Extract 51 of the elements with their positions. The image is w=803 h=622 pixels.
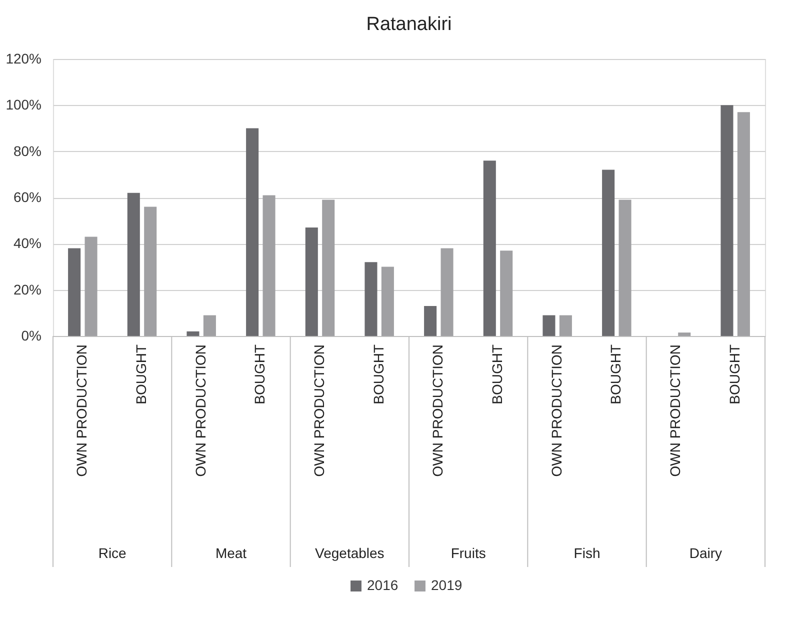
bar [678, 332, 691, 336]
y-tick-label: 60% [13, 189, 42, 205]
y-tick-label: 100% [6, 96, 42, 113]
y-tick-label: 0% [21, 328, 42, 344]
bar [364, 262, 378, 336]
x-tick-label: OWN PRODUCTION [548, 344, 564, 477]
bar [127, 192, 140, 336]
x-tick-label: BOUGHT [133, 344, 149, 404]
x-tick-label: OWN PRODUCTION [430, 344, 446, 477]
bar [500, 250, 513, 336]
text: Fish [574, 545, 600, 561]
text: Vegetables [315, 545, 384, 561]
text: Rice [98, 545, 127, 561]
y-tick-label: 120% [6, 50, 42, 66]
x-tick-label: BOUGHT [252, 344, 268, 404]
bar [68, 248, 81, 336]
bar [322, 200, 335, 336]
y-tick-label: 80% [13, 142, 42, 159]
legend-label: 2019 [431, 577, 462, 593]
bar [559, 315, 572, 336]
y-tick-label: 20% [13, 281, 42, 298]
x-tick-label: OWN PRODUCTION [311, 344, 327, 477]
bar [424, 306, 437, 336]
bar [84, 236, 98, 336]
x-tick-label: BOUGHT [489, 344, 505, 404]
x-tick-label: OWN PRODUCTION [74, 344, 90, 477]
bar [144, 206, 157, 336]
x-tick-label: BOUGHT [608, 344, 624, 404]
bar [262, 195, 276, 336]
bar [737, 112, 750, 336]
x-tick-label: BOUGHT [370, 344, 386, 404]
bar [186, 331, 200, 336]
bar [305, 228, 318, 336]
x-tick-label: OWN PRODUCTION [192, 344, 208, 477]
text: Meat [215, 545, 247, 561]
x-tick-label: BOUGHT [726, 344, 742, 404]
bar [720, 105, 734, 336]
bar [440, 248, 454, 336]
y-tick-label: 40% [13, 235, 42, 252]
bar [618, 200, 632, 336]
bar [246, 128, 259, 336]
legend-label: 2016 [367, 577, 398, 593]
bar [381, 266, 394, 336]
text: Fruits [450, 545, 486, 561]
bar [203, 315, 216, 336]
x-tick-label: OWN PRODUCTION [667, 344, 683, 477]
bar [542, 315, 556, 336]
bar [602, 170, 615, 336]
chart-title: Ratanakiri [366, 14, 452, 35]
bar [483, 160, 496, 336]
text: Dairy [689, 545, 722, 561]
